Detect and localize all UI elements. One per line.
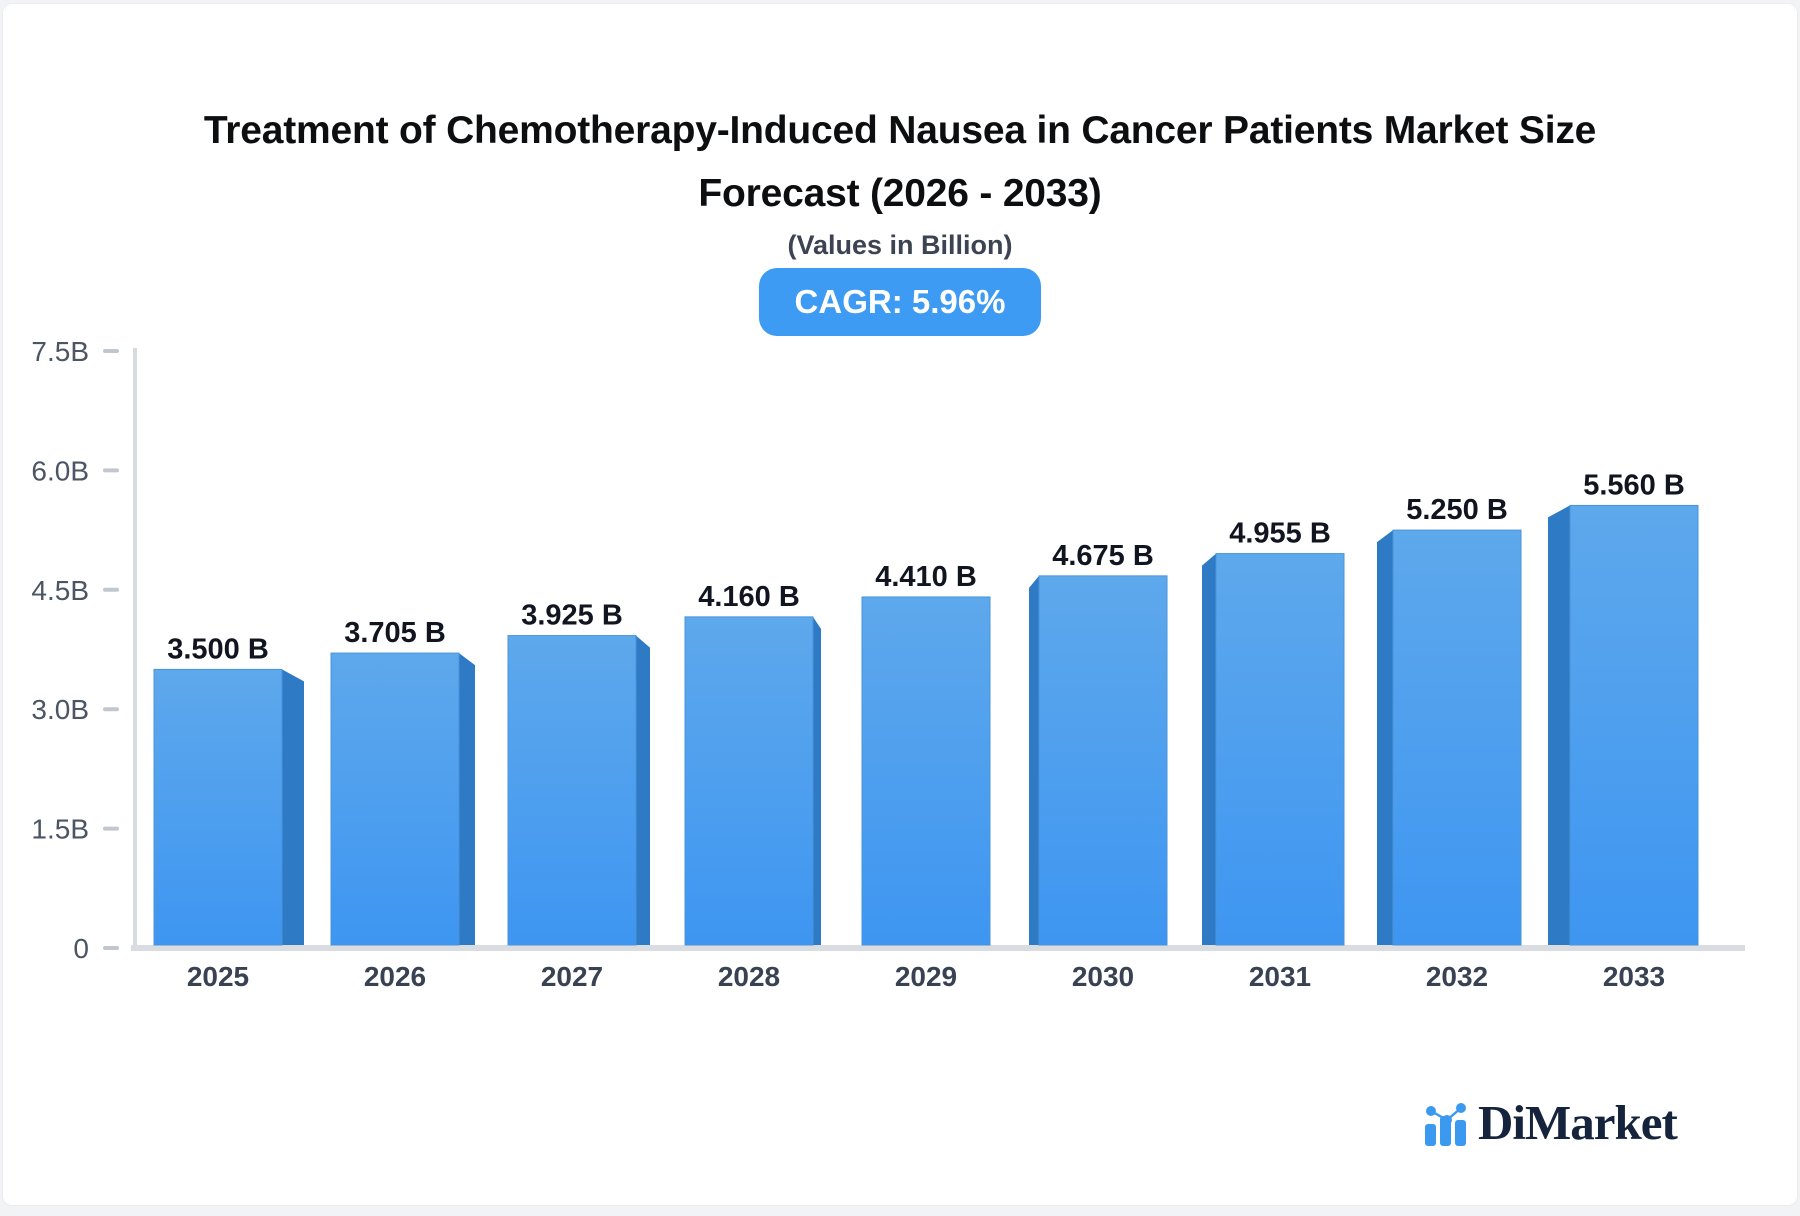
logo-dot bbox=[1456, 1103, 1466, 1113]
y-tick bbox=[103, 946, 119, 950]
bar-face bbox=[1215, 553, 1345, 946]
chart-card: Treatment of Chemotherapy-Induced Nausea… bbox=[2, 3, 1798, 1206]
y-tick-label: 3.0B bbox=[31, 694, 89, 725]
x-category-label: 2032 bbox=[1426, 961, 1488, 992]
bar-2030 bbox=[1029, 575, 1168, 946]
logo-text: DiMarket bbox=[1478, 1095, 1678, 1150]
bar-2033 bbox=[1548, 504, 1699, 946]
bar-2032 bbox=[1377, 529, 1522, 946]
bar-value-label: 5.250 B bbox=[1406, 494, 1508, 526]
bar-value-label: 5.560 B bbox=[1583, 469, 1685, 501]
y-tick-label: 4.5B bbox=[31, 575, 89, 606]
bar-side-face bbox=[282, 669, 304, 945]
chart-title-line1: Treatment of Chemotherapy-Induced Nausea… bbox=[203, 109, 1597, 152]
x-category-label: 2026 bbox=[364, 961, 426, 992]
logo-bar bbox=[1425, 1124, 1436, 1146]
x-category-label: 2033 bbox=[1603, 961, 1665, 992]
bar-face bbox=[1038, 575, 1168, 946]
bar-value-label: 4.410 B bbox=[875, 561, 977, 593]
bar-value-label: 4.675 B bbox=[1052, 540, 1154, 572]
y-tick-label: 0 bbox=[73, 933, 89, 964]
bar-2031 bbox=[1202, 553, 1345, 946]
bar-value-label: 3.500 B bbox=[167, 633, 269, 665]
y-axis-line bbox=[133, 348, 137, 951]
bar-side-face bbox=[1202, 553, 1216, 945]
dimarket-logo: DiMarket bbox=[1423, 1095, 1678, 1150]
y-tick bbox=[103, 826, 119, 831]
bar-face bbox=[684, 616, 814, 946]
bar-side-face bbox=[636, 635, 650, 945]
x-category-label: 2029 bbox=[895, 961, 957, 992]
bar-value-label: 3.925 B bbox=[521, 600, 623, 632]
bar-side-face bbox=[1377, 530, 1393, 945]
bar-side-face bbox=[1029, 575, 1039, 945]
bar-side-face bbox=[459, 653, 475, 945]
chart-title-line2: Forecast (2026 - 2033) bbox=[698, 172, 1102, 215]
bar-side-face bbox=[1548, 505, 1570, 945]
x-category-label: 2025 bbox=[187, 961, 249, 992]
x-category-label: 2027 bbox=[541, 961, 603, 992]
bar-2029 bbox=[861, 596, 991, 946]
x-category-label: 2030 bbox=[1072, 961, 1134, 992]
bar-face bbox=[153, 668, 283, 946]
bar-value-label: 3.705 B bbox=[344, 617, 446, 649]
y-tick bbox=[103, 349, 119, 353]
bar-face bbox=[1569, 504, 1699, 946]
bar-side-face bbox=[813, 616, 821, 945]
x-category-label: 2028 bbox=[718, 961, 780, 992]
bar-face bbox=[330, 652, 460, 946]
bar-2028 bbox=[684, 616, 821, 946]
bar-2026 bbox=[330, 652, 475, 946]
bar-value-label: 4.955 B bbox=[1229, 518, 1331, 550]
bar-face bbox=[1392, 529, 1522, 946]
logo-dot bbox=[1426, 1106, 1436, 1116]
bar-chart-logo-icon bbox=[1425, 1103, 1466, 1146]
bar-2025 bbox=[153, 668, 304, 946]
y-axis: 7.5B 6.0B 4.5B 3.0B 1.5B 0 bbox=[31, 336, 1745, 964]
bar-2027 bbox=[507, 635, 650, 946]
bars bbox=[153, 504, 1699, 946]
logo-bar bbox=[1455, 1120, 1466, 1146]
chart-subtitle: (Values in Billion) bbox=[787, 230, 1013, 260]
y-tick bbox=[103, 468, 119, 473]
cagr-badge: CAGR: 5.96% bbox=[758, 268, 1042, 336]
y-tick bbox=[103, 587, 119, 592]
bar-face bbox=[861, 596, 991, 946]
y-tick-label: 7.5B bbox=[31, 336, 89, 367]
bar-value-label: 4.160 B bbox=[698, 581, 800, 613]
bar-face bbox=[507, 635, 637, 946]
y-tick-label: 1.5B bbox=[31, 814, 89, 845]
x-category-label: 2031 bbox=[1249, 961, 1311, 992]
y-tick-label: 6.0B bbox=[31, 455, 89, 486]
logo-bar bbox=[1440, 1116, 1451, 1146]
title-block: Treatment of Chemotherapy-Induced Nausea… bbox=[3, 110, 1797, 336]
x-axis-line bbox=[131, 945, 1745, 951]
labels: 3.500 B 2025 3.705 B 2026 3.925 B 2027 4.160 B… bbox=[167, 469, 1685, 992]
y-tick bbox=[103, 707, 119, 712]
